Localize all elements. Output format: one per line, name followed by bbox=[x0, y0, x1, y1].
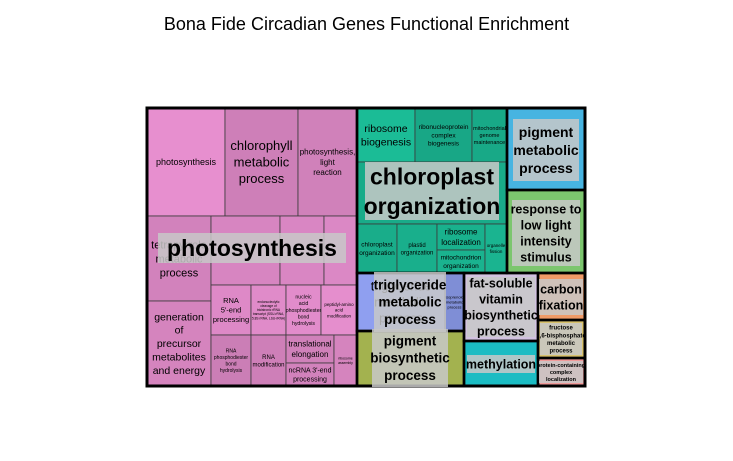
group-label: fat-soluble vitamin biosynthetic process bbox=[464, 276, 538, 338]
treemap-tile bbox=[356, 107, 416, 163]
tile-label: ncRNA 3'-end processing bbox=[289, 368, 332, 384]
group-label: triglyceride metabolic process bbox=[374, 277, 447, 327]
group-label: protein-containing complex localization bbox=[537, 363, 585, 383]
tile-label: RNA phosphodiester bond hydrolysis bbox=[214, 349, 249, 374]
group-label: chloroplast organization bbox=[364, 163, 501, 219]
tile-label: plastid organization bbox=[401, 243, 434, 257]
tile-label: photosynthesis bbox=[156, 157, 217, 167]
tile-label: organelle fission bbox=[487, 243, 506, 254]
treemap-tile bbox=[471, 107, 508, 163]
treemap-tile bbox=[250, 334, 287, 387]
group-label-background bbox=[365, 162, 499, 220]
tile-label: generation of precursor metabolites and ener… bbox=[152, 311, 206, 377]
group-label-background bbox=[467, 355, 535, 373]
group-label: carbon fixation bbox=[539, 282, 583, 312]
treemap-tile bbox=[285, 334, 335, 364]
group-label-background bbox=[467, 277, 535, 337]
group-label-background bbox=[512, 200, 580, 266]
treemap-tile bbox=[414, 107, 473, 163]
group-label-background bbox=[540, 323, 582, 355]
treemap-tile bbox=[210, 284, 252, 336]
tile-label: peptidyl-amino acid modification bbox=[324, 302, 354, 319]
group-label-background bbox=[513, 119, 579, 181]
tile-label: mitochondrion organization bbox=[441, 255, 482, 270]
tile-label: RNA modification bbox=[252, 355, 284, 369]
chart-title: Bona Fide Circadian Genes Functional Enr… bbox=[163, 14, 570, 34]
tile-label: ribosome assembly bbox=[338, 357, 353, 366]
treemap-tile bbox=[356, 223, 398, 274]
group-label-background bbox=[539, 279, 583, 315]
tile-label: ribosome localization bbox=[441, 228, 481, 247]
tile-label: ribosome biogenesis bbox=[361, 123, 411, 148]
treemap-tile bbox=[320, 284, 358, 336]
treemap-frame bbox=[145, 106, 587, 388]
group-label: pigment metabolic process bbox=[513, 124, 579, 176]
group-label-background bbox=[372, 329, 448, 387]
tile-label: nucleic acid phosphodiester bond hydrolysis bbox=[286, 295, 322, 328]
treemap-tile bbox=[210, 334, 252, 387]
treemap-tile bbox=[436, 223, 486, 251]
tile-label: chlorophyll metabolic process bbox=[230, 138, 292, 186]
tile-label: chloroplast organization bbox=[359, 242, 395, 257]
tile-label: RNA 5'-end processing bbox=[213, 296, 249, 324]
tile-label: photosynthesis, light reaction bbox=[300, 148, 356, 177]
group-label-background bbox=[374, 272, 446, 332]
group-label: photosynthesis bbox=[167, 235, 337, 261]
tile-label: mitochondrial genome maintenance bbox=[473, 126, 506, 146]
group-label-background bbox=[158, 233, 346, 263]
treemap-tile bbox=[297, 107, 358, 217]
tile-label: isoprenoid metabolic process bbox=[445, 294, 463, 309]
tile-label: ribonucleoprotein complex biogenesis bbox=[419, 124, 469, 148]
tile-label: translational elongation bbox=[288, 340, 331, 359]
tile-label: endonucleolytic cleavage of tricistronic r… bbox=[252, 300, 285, 320]
group-label: pigment biosynthetic process bbox=[370, 333, 450, 383]
group-label: fructose 1,6-bisphosphate metabolic process bbox=[536, 326, 586, 355]
group-label-background bbox=[539, 361, 583, 383]
group-label: response to low light intensity stimulus bbox=[511, 202, 582, 264]
group-label: methylation bbox=[466, 357, 536, 371]
